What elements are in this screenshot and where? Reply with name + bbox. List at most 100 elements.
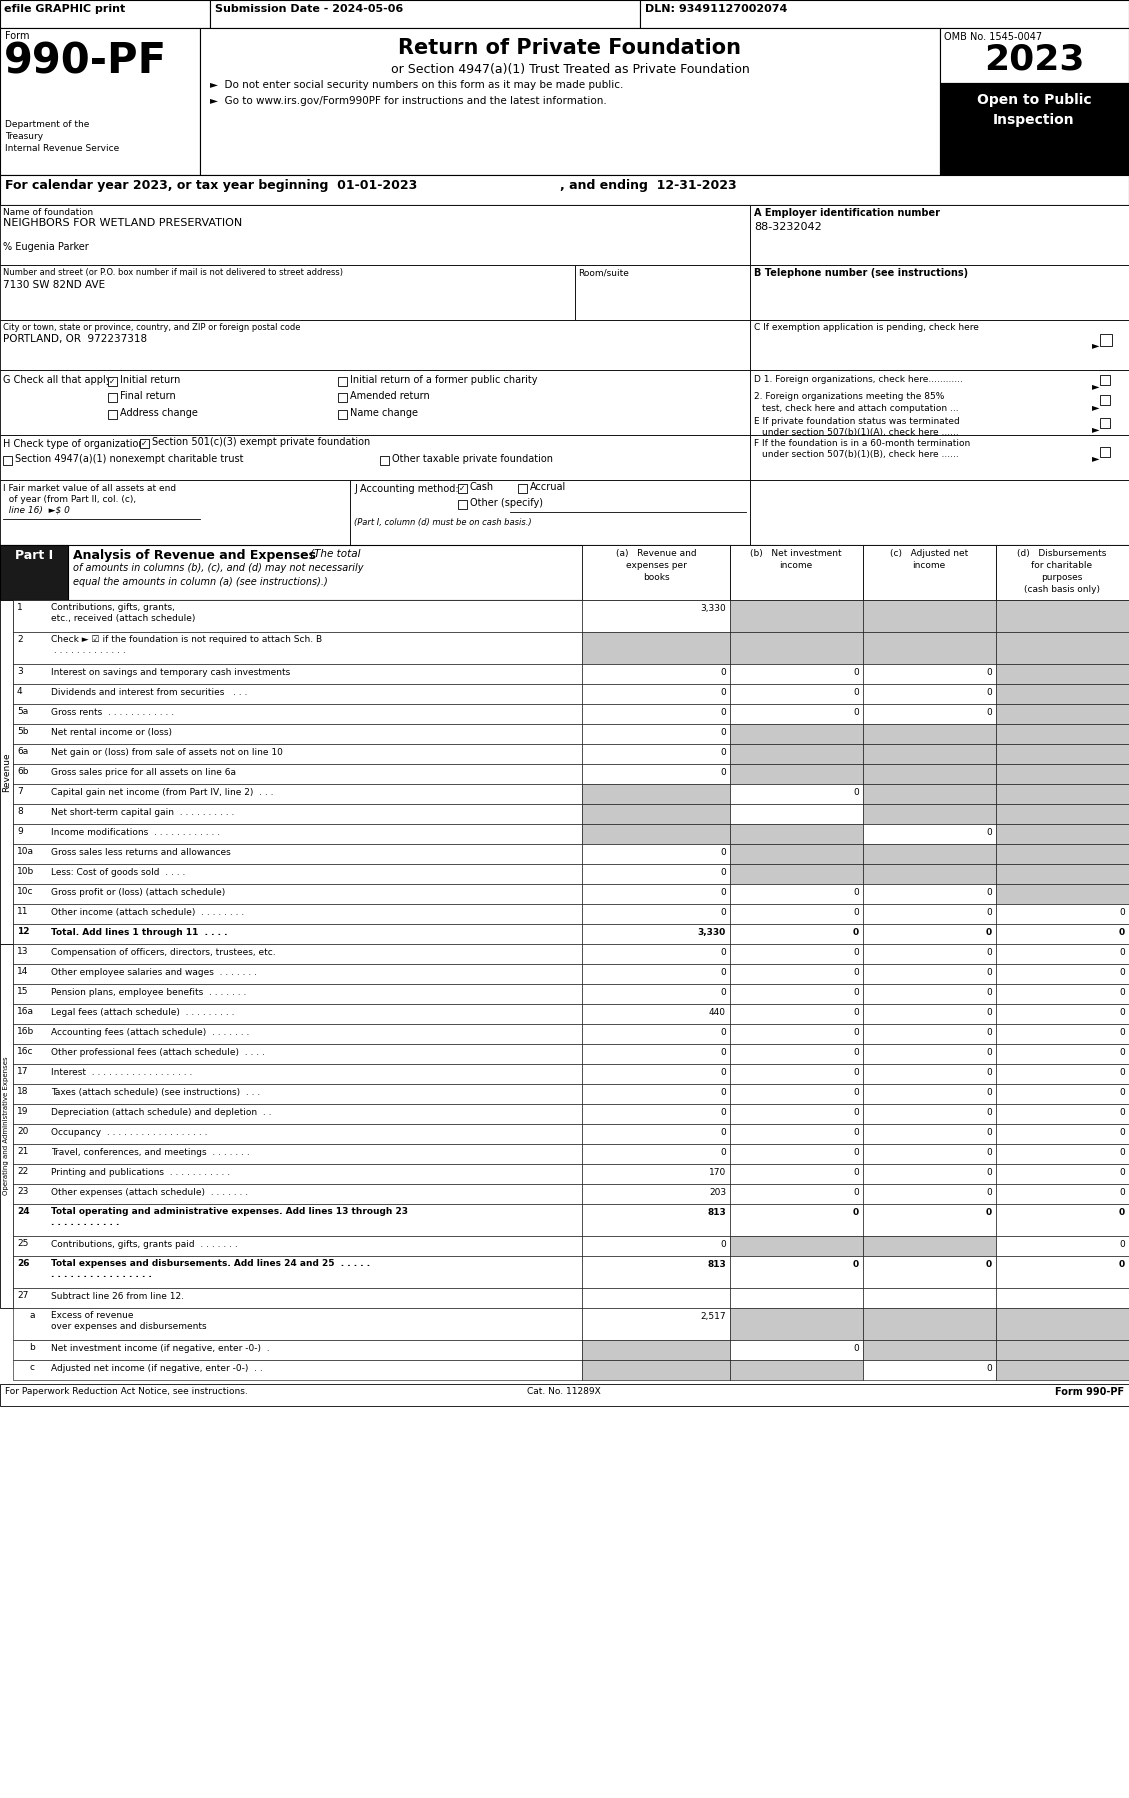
Bar	[0, 601, 14, 944]
Text: 0: 0	[854, 948, 859, 957]
Text: Accounting fees (attach schedule)  . . . . . . .: Accounting fees (attach schedule) . . . …	[51, 1028, 250, 1037]
Text: 0: 0	[987, 708, 992, 717]
Text: 0: 0	[854, 1028, 859, 1037]
Bar	[996, 1185, 1129, 1205]
Bar	[863, 843, 996, 865]
Text: 0: 0	[720, 748, 726, 757]
Bar	[338, 394, 347, 403]
Text: Department of the: Department of the	[5, 120, 89, 129]
Text: B Telephone number (see instructions): B Telephone number (see instructions)	[754, 268, 969, 279]
Text: 0: 0	[720, 1088, 726, 1097]
Text: test, check here and attach computation ...: test, check here and attach computation …	[762, 405, 959, 414]
Bar	[863, 601, 996, 633]
Bar	[863, 1025, 996, 1045]
Bar	[730, 1185, 863, 1205]
Text: 0: 0	[1119, 1009, 1124, 1018]
Text: 0: 0	[987, 1048, 992, 1057]
Text: 0: 0	[720, 888, 726, 897]
Text: Legal fees (attach schedule)  . . . . . . . . .: Legal fees (attach schedule) . . . . . .…	[51, 1009, 235, 1018]
Bar	[108, 410, 117, 419]
Bar	[583, 804, 730, 823]
Bar	[863, 764, 996, 784]
Bar	[583, 1340, 730, 1359]
Text: I Fair market value of all assets at end: I Fair market value of all assets at end	[3, 484, 176, 493]
Text: 0: 0	[720, 948, 726, 957]
Bar	[730, 1124, 863, 1144]
Text: 0: 0	[854, 967, 859, 976]
Bar	[14, 744, 583, 764]
Text: . . . . . . . . . . .: . . . . . . . . . . .	[51, 1217, 120, 1226]
Bar	[863, 1003, 996, 1025]
Text: . . . . . . . . . . . . .: . . . . . . . . . . . . .	[51, 645, 125, 654]
Text: Submission Date - 2024-05-06: Submission Date - 2024-05-06	[215, 4, 403, 14]
Bar	[730, 1045, 863, 1064]
Bar	[0, 1384, 1129, 1406]
Bar	[583, 1104, 730, 1124]
Text: Check ► ☑ if the foundation is not required to attach Sch. B: Check ► ☑ if the foundation is not requi…	[51, 635, 322, 644]
Text: 0: 0	[1119, 1048, 1124, 1057]
Text: 0: 0	[987, 1127, 992, 1136]
Bar	[996, 984, 1129, 1003]
Bar	[583, 944, 730, 964]
Bar	[730, 1163, 863, 1185]
Text: 0: 0	[854, 1088, 859, 1097]
Text: 2: 2	[17, 635, 23, 644]
Bar	[996, 1205, 1129, 1235]
Text: 22: 22	[17, 1167, 28, 1176]
Text: 12: 12	[17, 928, 29, 937]
Bar	[940, 83, 1129, 174]
Bar	[730, 1144, 863, 1163]
Bar	[583, 725, 730, 744]
Text: Pension plans, employee benefits  . . . . . . .: Pension plans, employee benefits . . . .…	[51, 987, 246, 998]
Text: (b)   Net investment: (b) Net investment	[750, 548, 842, 557]
Text: PORTLAND, OR  972237318: PORTLAND, OR 972237318	[3, 334, 147, 343]
Bar	[730, 823, 863, 843]
Text: Net gain or (loss) from sale of assets not on line 10: Net gain or (loss) from sale of assets n…	[51, 748, 283, 757]
Bar	[863, 1257, 996, 1287]
Text: purposes: purposes	[1041, 574, 1083, 583]
Bar	[14, 1003, 583, 1025]
Bar	[583, 1124, 730, 1144]
Text: of year (from Part II, col. (c),: of year (from Part II, col. (c),	[3, 494, 137, 503]
Text: 0: 0	[987, 1009, 992, 1018]
Bar	[14, 1185, 583, 1205]
Text: City or town, state or province, country, and ZIP or foreign postal code: City or town, state or province, country…	[3, 324, 300, 333]
Text: % Eugenia Parker: % Eugenia Parker	[3, 243, 89, 252]
Text: ►: ►	[1092, 424, 1100, 433]
Text: 0: 0	[987, 1188, 992, 1197]
Bar	[996, 823, 1129, 843]
Bar	[583, 683, 730, 705]
Text: 0: 0	[987, 1088, 992, 1097]
Text: 0: 0	[1119, 1068, 1124, 1077]
Bar	[583, 784, 730, 804]
Text: 0: 0	[852, 928, 859, 937]
Bar	[14, 904, 583, 924]
Bar	[863, 1359, 996, 1381]
Text: 3,330: 3,330	[700, 604, 726, 613]
Bar	[863, 1205, 996, 1235]
Text: Address change: Address change	[120, 408, 198, 417]
Bar	[863, 705, 996, 725]
Text: 0: 0	[854, 1108, 859, 1117]
Text: 2,517: 2,517	[700, 1313, 726, 1322]
Bar	[730, 705, 863, 725]
Bar	[730, 944, 863, 964]
Text: Other income (attach schedule)  . . . . . . . .: Other income (attach schedule) . . . . .…	[51, 908, 244, 917]
Text: ►: ►	[1092, 403, 1100, 412]
Bar	[863, 1307, 996, 1340]
Text: etc., received (attach schedule): etc., received (attach schedule)	[51, 613, 195, 622]
Text: Accrual: Accrual	[530, 482, 567, 493]
Bar	[730, 1359, 863, 1381]
Text: Subtract line 26 from line 12.: Subtract line 26 from line 12.	[51, 1293, 184, 1302]
Bar	[863, 944, 996, 964]
Bar	[14, 705, 583, 725]
Bar	[996, 601, 1129, 633]
Text: 21: 21	[17, 1147, 28, 1156]
Text: Occupancy  . . . . . . . . . . . . . . . . . .: Occupancy . . . . . . . . . . . . . . . …	[51, 1127, 208, 1136]
Text: Gross sales less returns and allowances: Gross sales less returns and allowances	[51, 849, 230, 858]
Bar	[730, 964, 863, 984]
Text: 0: 0	[1119, 948, 1124, 957]
Text: Cash: Cash	[470, 482, 495, 493]
Bar	[1100, 417, 1110, 428]
Text: 10b: 10b	[17, 867, 34, 876]
